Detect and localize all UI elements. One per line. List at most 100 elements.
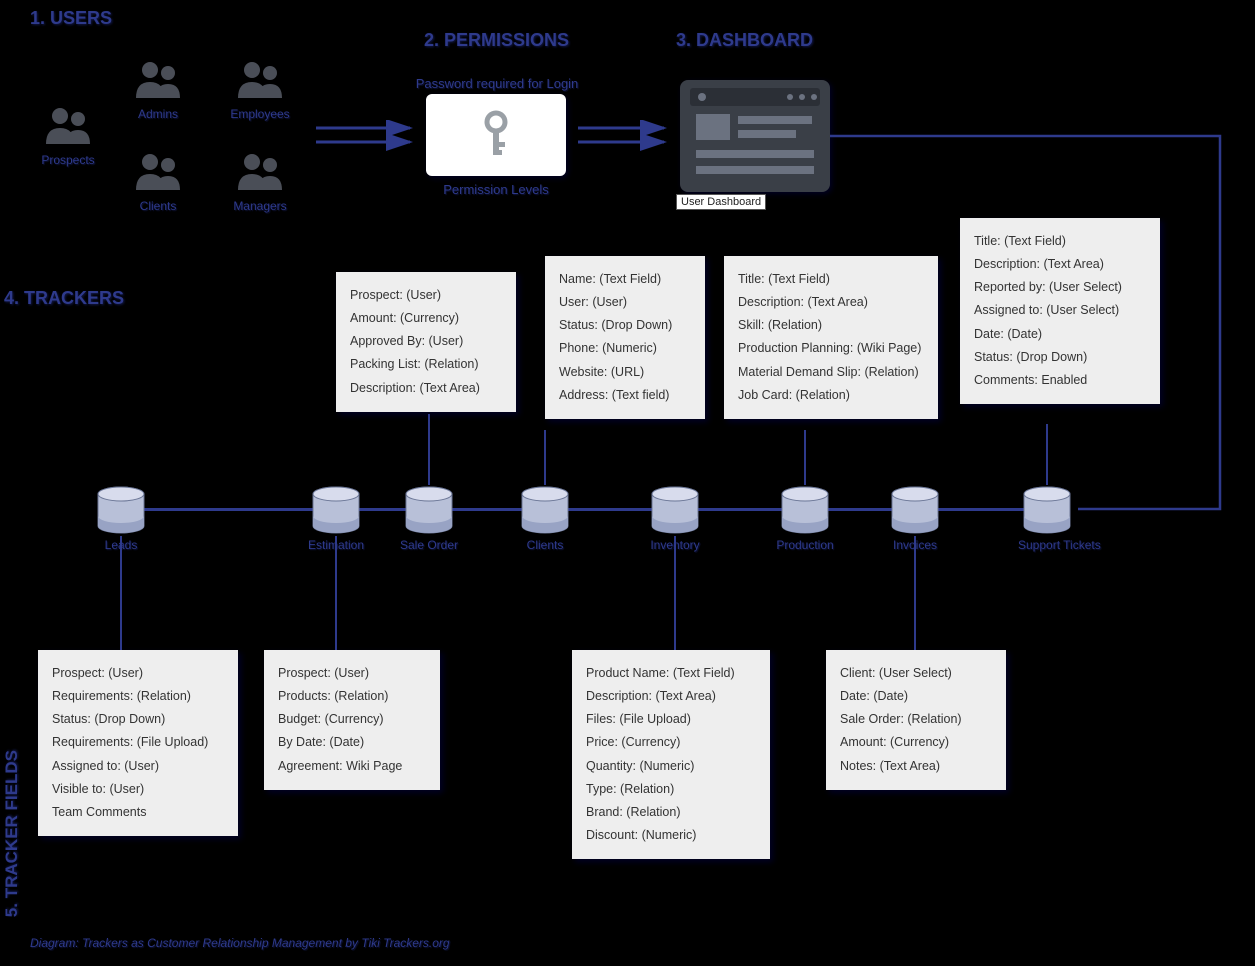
field-line: By Date: (Date) (278, 731, 426, 754)
field-line: Prospect: (User) (350, 284, 502, 307)
arrow-permissions-to-dashboard (578, 120, 674, 152)
database-icon (96, 486, 146, 536)
permissions-top-label: Password required for Login (412, 76, 582, 91)
dashboard-label: User Dashboard (676, 194, 766, 210)
field-line: Description: (Text Area) (350, 377, 502, 400)
tracker-sale_order: Sale Order (400, 486, 458, 552)
field-line: Address: (Text field) (559, 384, 691, 407)
section-trackers-title: 4. TRACKERS (4, 288, 124, 309)
field-line: Date: (Date) (840, 685, 992, 708)
tracker-label: Invoices (886, 538, 944, 552)
user-group-label: Managers (230, 199, 290, 213)
database-icon (404, 486, 454, 536)
users-icon (234, 60, 286, 100)
field-line: Website: (URL) (559, 361, 691, 384)
tracker-label: Inventory (646, 538, 704, 552)
field-line: Date: (Date) (974, 323, 1146, 346)
user-group-label: Prospects (38, 153, 98, 167)
dashboard-box (680, 80, 830, 192)
field-line: Reported by: (User Select) (974, 276, 1146, 299)
tracker-label: Sale Order (400, 538, 458, 552)
field-card-invoices: Client: (User Select)Date: (Date)Sale Or… (826, 650, 1006, 790)
user-group-managers: Managers (230, 152, 290, 213)
tracker-label: Estimation (307, 538, 365, 552)
field-line: Products: (Relation) (278, 685, 426, 708)
field-card-clients: Name: (Text Field)User: (User)Status: (D… (545, 256, 705, 419)
database-icon (650, 486, 700, 536)
field-line: Description: (Text Area) (738, 291, 924, 314)
permissions-box (426, 94, 566, 176)
user-group-clients: Clients (128, 152, 188, 213)
database-icon (890, 486, 940, 536)
users-icon (132, 152, 184, 192)
tracker-clients: Clients (516, 486, 574, 552)
tracker-inventory: Inventory (646, 486, 704, 552)
users-icon (132, 60, 184, 100)
section-permissions-title: 2. PERMISSIONS (424, 30, 569, 51)
tracker-invoices: Invoices (886, 486, 944, 552)
field-line: Discount: (Numeric) (586, 824, 756, 847)
field-line: Product Name: (Text Field) (586, 662, 756, 685)
tracker-support: Support Tickets (1018, 486, 1076, 552)
database-icon (520, 486, 570, 536)
field-line: Requirements: (Relation) (52, 685, 224, 708)
section-users-title: 1. USERS (30, 8, 112, 29)
user-group-prospects: Prospects (38, 106, 98, 167)
users-icon (42, 106, 94, 146)
field-line: Files: (File Upload) (586, 708, 756, 731)
field-line: Skill: (Relation) (738, 314, 924, 337)
tracker-estimation: Estimation (307, 486, 365, 552)
field-line: Agreement: Wiki Page (278, 755, 426, 778)
tracker-leads: Leads (92, 486, 150, 552)
field-card-inventory: Product Name: (Text Field)Description: (… (572, 650, 770, 859)
field-line: User: (User) (559, 291, 691, 314)
tracker-label: Clients (516, 538, 574, 552)
user-group-admins: Admins (128, 60, 188, 121)
field-line: Production Planning: (Wiki Page) (738, 337, 924, 360)
users-icon (234, 152, 286, 192)
field-line: Quantity: (Numeric) (586, 755, 756, 778)
field-line: Prospect: (User) (52, 662, 224, 685)
field-line: Description: (Text Area) (974, 253, 1146, 276)
user-group-label: Clients (128, 199, 188, 213)
field-line: Status: (Drop Down) (974, 346, 1146, 369)
field-card-support: Title: (Text Field)Description: (Text Ar… (960, 218, 1160, 404)
field-line: Requirements: (File Upload) (52, 731, 224, 754)
diagram-caption: Diagram: Trackers as Customer Relationsh… (30, 936, 450, 950)
field-card-production: Title: (Text Field)Description: (Text Ar… (724, 256, 938, 419)
tracker-label: Production (776, 538, 834, 552)
field-card-sale_order: Prospect: (User)Amount: (Currency)Approv… (336, 272, 516, 412)
field-line: Comments: Enabled (974, 369, 1146, 392)
database-icon (311, 486, 361, 536)
field-line: Notes: (Text Area) (840, 755, 992, 778)
field-line: Sale Order: (Relation) (840, 708, 992, 731)
field-line: Description: (Text Area) (586, 685, 756, 708)
field-line: Brand: (Relation) (586, 801, 756, 824)
field-line: Name: (Text Field) (559, 268, 691, 291)
field-line: Approved By: (User) (350, 330, 502, 353)
field-line: Amount: (Currency) (350, 307, 502, 330)
field-line: Title: (Text Field) (738, 268, 924, 291)
key-icon (476, 110, 516, 160)
arrow-users-to-permissions (316, 120, 420, 152)
field-line: Status: (Drop Down) (52, 708, 224, 731)
field-line: Price: (Currency) (586, 731, 756, 754)
field-line: Phone: (Numeric) (559, 337, 691, 360)
field-line: Job Card: (Relation) (738, 384, 924, 407)
field-line: Type: (Relation) (586, 778, 756, 801)
field-line: Amount: (Currency) (840, 731, 992, 754)
database-icon (1022, 486, 1072, 536)
database-icon (780, 486, 830, 536)
field-line: Client: (User Select) (840, 662, 992, 685)
field-line: Title: (Text Field) (974, 230, 1146, 253)
field-line: Prospect: (User) (278, 662, 426, 685)
tracker-label: Leads (92, 538, 150, 552)
field-line: Visible to: (User) (52, 778, 224, 801)
section-tracker-fields-title: 5. TRACKER FIELDS (2, 750, 22, 917)
user-group-label: Employees (230, 107, 290, 121)
tracker-production: Production (776, 486, 834, 552)
field-line: Team Comments (52, 801, 224, 824)
field-line: Status: (Drop Down) (559, 314, 691, 337)
section-dashboard-title: 3. DASHBOARD (676, 30, 813, 51)
field-line: Material Demand Slip: (Relation) (738, 361, 924, 384)
